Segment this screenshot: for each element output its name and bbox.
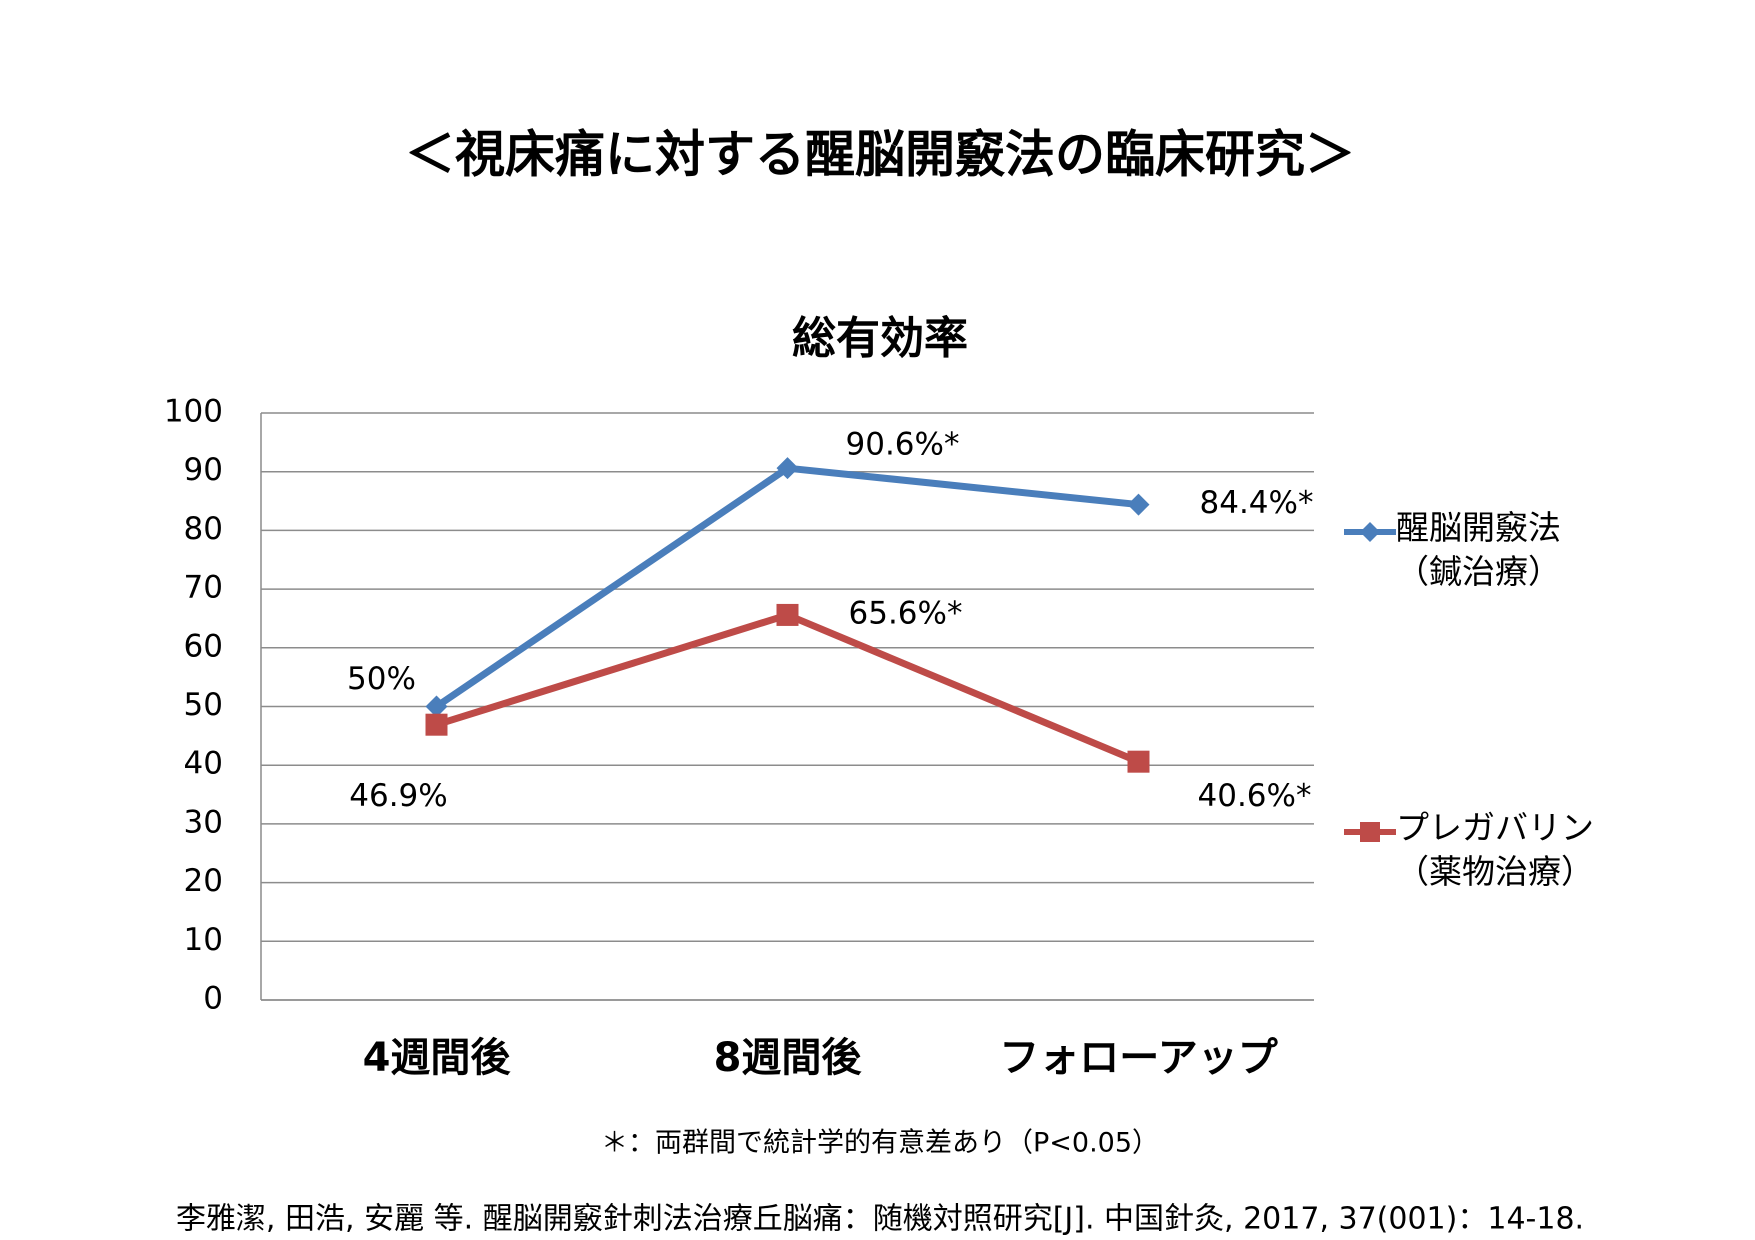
marker (1127, 493, 1150, 516)
legend-label: プレガバリン （薬物治療） (1396, 808, 1594, 891)
marker (776, 603, 799, 626)
x-tick-label: フォローアップ (999, 1035, 1277, 1081)
data-label: 90.6%* (846, 427, 960, 463)
marker (776, 457, 799, 480)
x-tick-label: 4週間後 (363, 1035, 512, 1081)
legend-label: 醒脳開竅法 （鍼治療） (1396, 508, 1561, 591)
page-title: ＜視床痛に対する醒脳開竅法の臨床研究＞ (405, 126, 1355, 184)
marker (425, 713, 448, 736)
data-label: 40.6%* (1198, 778, 1312, 814)
y-tick-label: 0 (203, 981, 223, 1017)
x-tick-label: 8週間後 (714, 1035, 863, 1081)
y-tick-label: 40 (184, 746, 223, 782)
chart-title: 総有効率 (792, 313, 968, 364)
footnote: ＊：両群間で統計学的有意差あり（P<0.05） (601, 1128, 1159, 1159)
marker (425, 695, 448, 718)
y-tick-label: 10 (184, 922, 223, 958)
y-tick-label: 50 (184, 687, 223, 723)
data-label: 50% (347, 661, 416, 697)
y-tick-label: 100 (164, 394, 223, 430)
data-label: 84.4%* (1200, 485, 1314, 521)
y-tick-label: 60 (184, 628, 223, 664)
y-tick-label: 90 (184, 452, 223, 488)
y-tick-label: 30 (184, 804, 223, 840)
y-tick-label: 70 (184, 570, 223, 606)
y-tick-label: 20 (184, 863, 223, 899)
y-tick-label: 80 (184, 511, 223, 547)
legend-marker (1360, 822, 1380, 842)
citation: 李雅潔, 田浩, 安麗 等. 醒脳開竅針刺法治療丘脳痛：随機対照研究[J]. 中… (176, 1202, 1584, 1237)
series-line (434, 464, 1139, 710)
data-label: 46.9% (349, 778, 447, 814)
data-label: 65.6%* (849, 595, 963, 631)
marker (1127, 750, 1150, 773)
legend-marker (1360, 522, 1380, 542)
